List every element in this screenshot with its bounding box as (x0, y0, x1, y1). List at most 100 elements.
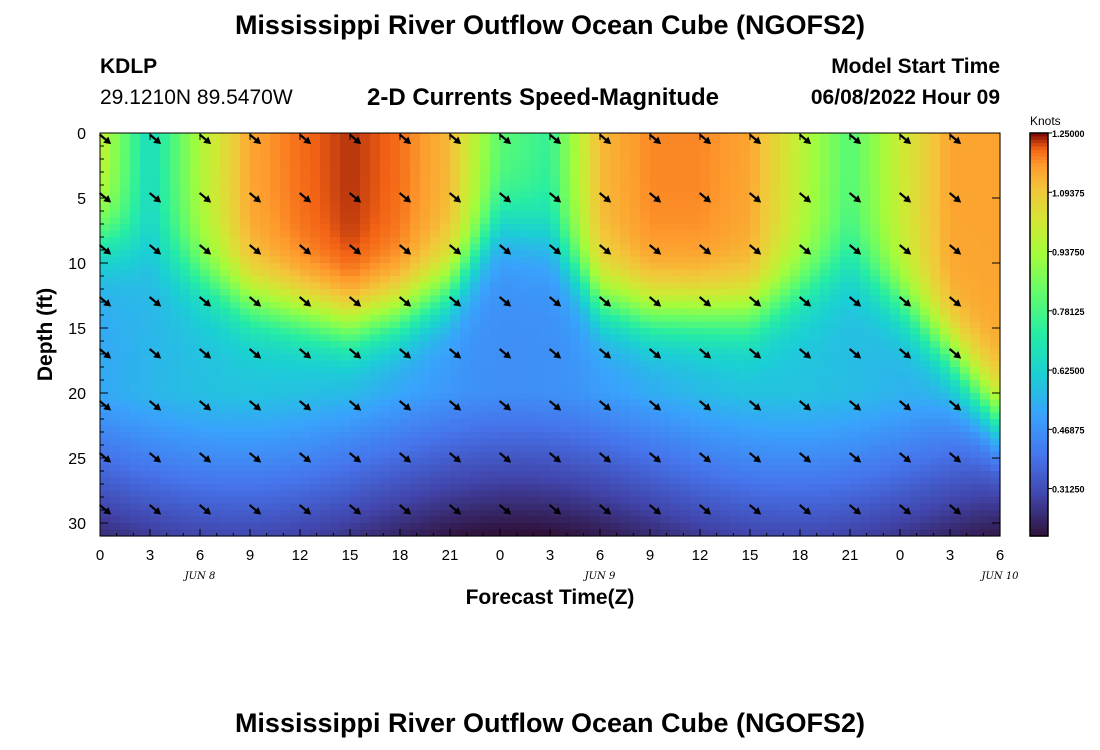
heatmap-cell (360, 224, 371, 232)
heatmap-cell (720, 308, 731, 316)
heatmap-cell (880, 308, 891, 316)
heatmap-cell (150, 360, 161, 368)
heatmap-cell (770, 373, 781, 381)
heatmap-cell (880, 185, 891, 193)
heatmap-cell (610, 146, 621, 154)
heatmap-cell (790, 510, 801, 518)
heatmap-cell (660, 237, 671, 245)
heatmap-cell (420, 360, 431, 368)
heatmap-cell (810, 347, 821, 355)
heatmap-cell (320, 146, 331, 154)
heatmap-cell (420, 308, 431, 316)
heatmap-cell (600, 276, 611, 284)
heatmap-cell (180, 490, 191, 498)
heatmap-cell (180, 282, 191, 290)
heatmap-cell (120, 386, 131, 394)
heatmap-cell (380, 230, 391, 238)
heatmap-cell (600, 172, 611, 180)
heatmap-cell (270, 172, 281, 180)
heatmap-cell (800, 328, 811, 336)
heatmap-cell (170, 347, 181, 355)
heatmap-cell (240, 341, 251, 349)
heatmap-cell (730, 243, 741, 251)
heatmap-cell (680, 380, 691, 388)
heatmap-cell (350, 224, 361, 232)
heatmap-cell (680, 315, 691, 323)
heatmap-cell (320, 198, 331, 206)
heatmap-cell (470, 302, 481, 310)
heatmap-cell (200, 477, 211, 485)
heatmap-cell (330, 172, 341, 180)
heatmap-cell (430, 464, 441, 472)
heatmap-cell (170, 165, 181, 173)
heatmap-cell (520, 471, 531, 479)
heatmap-cell (140, 432, 151, 440)
heatmap-cell (620, 282, 631, 290)
heatmap-cell (640, 386, 651, 394)
heatmap-cell (670, 393, 681, 401)
heatmap-cell (390, 243, 401, 251)
heatmap-cell (670, 373, 681, 381)
heatmap-cell (560, 380, 571, 388)
heatmap-cell (410, 360, 421, 368)
heatmap-cell (420, 432, 431, 440)
heatmap-cell (900, 159, 911, 167)
heatmap-cell (620, 386, 631, 394)
heatmap-cell (200, 490, 211, 498)
heatmap-cell (430, 178, 441, 186)
heatmap-cell (300, 419, 311, 427)
heatmap-cell (810, 386, 821, 394)
heatmap-cell (680, 165, 691, 173)
heatmap-cell (660, 529, 671, 537)
heatmap-cell (370, 419, 381, 427)
heatmap-cell (120, 399, 131, 407)
heatmap-cell (490, 367, 501, 375)
heatmap-cell (440, 477, 451, 485)
heatmap-cells (100, 133, 1001, 537)
heatmap-cell (170, 178, 181, 186)
heatmap-cell (230, 198, 241, 206)
heatmap-cell (460, 484, 471, 492)
heatmap-cell (870, 334, 881, 342)
heatmap-cell (830, 165, 841, 173)
heatmap-cell (790, 302, 801, 310)
heatmap-cell (280, 139, 291, 147)
heatmap-cell (590, 451, 601, 459)
heatmap-cell (240, 315, 251, 323)
heatmap-cell (430, 295, 441, 303)
heatmap-cell (890, 191, 901, 199)
heatmap-cell (580, 185, 591, 193)
heatmap-cell (700, 425, 711, 433)
heatmap-cell (460, 341, 471, 349)
heatmap-cell (790, 412, 801, 420)
heatmap-cell (580, 503, 591, 511)
heatmap-cell (760, 198, 771, 206)
heatmap-cell (490, 445, 501, 453)
heatmap-cell (740, 256, 751, 264)
heatmap-cell (680, 516, 691, 524)
heatmap-cell (330, 295, 341, 303)
heatmap-cell (160, 172, 171, 180)
heatmap-cell (600, 308, 611, 316)
heatmap-cell (100, 308, 111, 316)
heatmap-cell (130, 425, 141, 433)
heatmap-cell (260, 360, 271, 368)
heatmap-cell (680, 321, 691, 329)
heatmap-cell (280, 503, 291, 511)
heatmap-cell (510, 341, 521, 349)
heatmap-cell (710, 224, 721, 232)
heatmap-cell (640, 230, 651, 238)
heatmap-cell (330, 282, 341, 290)
heatmap-cell (680, 347, 691, 355)
heatmap-cell (450, 438, 461, 446)
heatmap-cell (510, 484, 521, 492)
heatmap-cell (280, 204, 291, 212)
heatmap-cell (500, 178, 511, 186)
heatmap-cell (460, 419, 471, 427)
heatmap-cell (650, 393, 661, 401)
heatmap-cell (430, 139, 441, 147)
heatmap-cell (540, 490, 551, 498)
heatmap-cell (160, 458, 171, 466)
heatmap-cell (180, 354, 191, 362)
heatmap-cell (300, 367, 311, 375)
